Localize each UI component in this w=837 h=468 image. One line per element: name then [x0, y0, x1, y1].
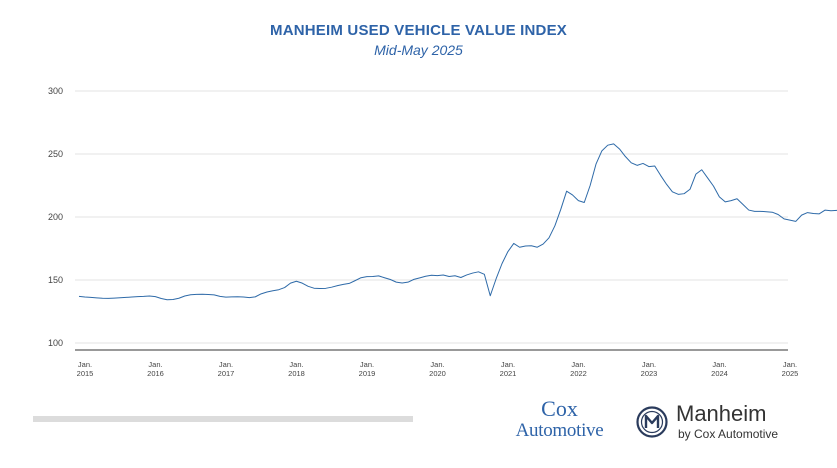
- cox-logo-bottom-text: Automotive: [515, 420, 604, 441]
- x-tick-label-line2: 2023: [641, 369, 658, 378]
- manheim-logo-name: Manheim: [676, 401, 767, 426]
- x-tick-label-line2: 2018: [288, 369, 305, 378]
- x-tick-label-line2: 2016: [147, 369, 164, 378]
- line-chart: 100150200250300Jan.2015Jan.2016Jan.2017J…: [48, 86, 837, 378]
- y-tick-label: 250: [48, 149, 63, 159]
- y-tick-label: 300: [48, 86, 63, 96]
- x-tick-label-line2: 2024: [711, 369, 728, 378]
- cox-logo-top-text: Cox: [541, 396, 578, 421]
- x-tick-label-line1: Jan.: [360, 360, 374, 369]
- x-tick-label-line1: Jan.: [571, 360, 585, 369]
- y-tick-label: 200: [48, 212, 63, 222]
- chart-subtitle: Mid-May 2025: [374, 42, 463, 58]
- x-tick-label-line1: Jan.: [712, 360, 726, 369]
- x-tick-label-line1: Jan.: [501, 360, 515, 369]
- series-line: [78, 143, 837, 301]
- x-tick-label-line1: Jan.: [642, 360, 656, 369]
- x-tick-label-line1: Jan.: [430, 360, 444, 369]
- x-tick-label-line1: Jan.: [219, 360, 233, 369]
- x-tick-label-line2: 2019: [359, 369, 376, 378]
- cox-automotive-logo: Cox Automotive: [497, 398, 622, 444]
- manheim-logo-subtitle: by Cox Automotive: [678, 427, 779, 441]
- x-tick-label-line2: 2022: [570, 369, 587, 378]
- x-tick-label-line1: Jan.: [783, 360, 797, 369]
- x-tick-label-line1: Jan.: [289, 360, 303, 369]
- footer-divider-bar: [33, 416, 413, 422]
- x-tick-label-line2: 2021: [500, 369, 517, 378]
- chart-title: MANHEIM USED VEHICLE VALUE INDEX: [270, 22, 567, 39]
- y-tick-label: 100: [48, 338, 63, 348]
- x-tick-label-line2: 2015: [77, 369, 94, 378]
- manheim-m-icon: [636, 406, 668, 438]
- x-tick-label-line1: Jan.: [78, 360, 92, 369]
- x-tick-label-line2: 2025: [782, 369, 799, 378]
- x-tick-label-line2: 2020: [429, 369, 446, 378]
- x-tick-label-line1: Jan.: [148, 360, 162, 369]
- y-tick-label: 150: [48, 275, 63, 285]
- x-tick-label-line2: 2017: [218, 369, 235, 378]
